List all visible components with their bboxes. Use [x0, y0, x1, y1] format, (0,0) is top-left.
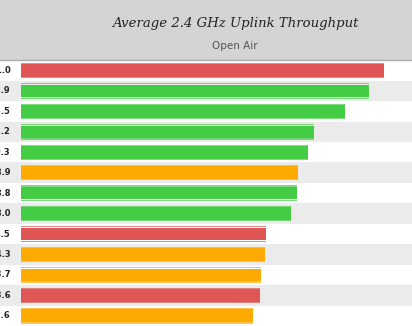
Text: 34.3: 34.3	[0, 250, 11, 259]
Bar	[0, 81, 412, 101]
Text: 38.9: 38.9	[0, 168, 11, 177]
Text: 33.7: 33.7	[0, 270, 11, 279]
Text: 45.5: 45.5	[0, 107, 11, 116]
Bar	[21, 146, 308, 159]
Bar	[21, 83, 369, 84]
Bar	[21, 248, 265, 261]
Bar	[21, 185, 297, 186]
Bar	[21, 308, 253, 309]
Bar	[21, 200, 297, 201]
Bar	[21, 309, 253, 322]
Bar	[21, 289, 260, 302]
Bar	[0, 142, 412, 162]
Bar	[0, 224, 412, 244]
Bar	[21, 165, 297, 166]
Text: 51.0: 51.0	[0, 66, 11, 75]
Bar	[0, 203, 412, 224]
Bar	[0, 162, 412, 183]
Bar	[21, 97, 369, 99]
Text: 34.5: 34.5	[0, 230, 11, 239]
Bar	[0, 60, 412, 81]
Bar	[0, 285, 412, 305]
Bar	[21, 281, 261, 283]
Bar	[0, 265, 412, 285]
Bar	[21, 159, 308, 160]
Bar	[0, 122, 412, 142]
Bar	[21, 124, 314, 125]
Bar	[0, 183, 412, 203]
Text: 38.0: 38.0	[0, 209, 11, 218]
Bar	[21, 126, 314, 138]
Text: 48.9: 48.9	[0, 86, 11, 96]
Bar	[21, 104, 344, 105]
Bar	[0, 305, 412, 326]
Bar	[0, 101, 412, 122]
Bar	[21, 241, 267, 242]
Bar	[21, 63, 384, 64]
Bar	[21, 105, 344, 118]
Text: 40.3: 40.3	[0, 148, 11, 157]
Bar	[21, 118, 344, 119]
Bar	[21, 322, 253, 323]
Bar	[21, 228, 267, 240]
Bar	[21, 302, 260, 303]
Bar	[21, 206, 291, 207]
Bar	[21, 77, 384, 78]
Bar	[21, 166, 297, 179]
Text: Average 2.4 GHz Uplink Throughput: Average 2.4 GHz Uplink Throughput	[112, 17, 358, 30]
Text: 32.6: 32.6	[0, 311, 11, 320]
Text: 33.6: 33.6	[0, 291, 11, 300]
Bar	[21, 226, 267, 228]
Bar	[21, 85, 369, 97]
Bar	[21, 267, 261, 268]
Text: Open Air: Open Air	[212, 41, 258, 51]
Bar	[21, 144, 308, 146]
Bar	[21, 187, 297, 200]
Text: 38.8: 38.8	[0, 189, 11, 198]
Bar	[21, 247, 265, 248]
Bar	[0, 244, 412, 265]
Bar	[21, 207, 291, 220]
Bar	[21, 179, 297, 181]
Bar	[21, 288, 260, 289]
Bar	[21, 220, 291, 221]
Text: 41.2: 41.2	[0, 127, 11, 136]
Bar	[21, 138, 314, 140]
Bar	[21, 269, 261, 281]
Bar	[21, 64, 384, 77]
Bar	[21, 261, 265, 262]
